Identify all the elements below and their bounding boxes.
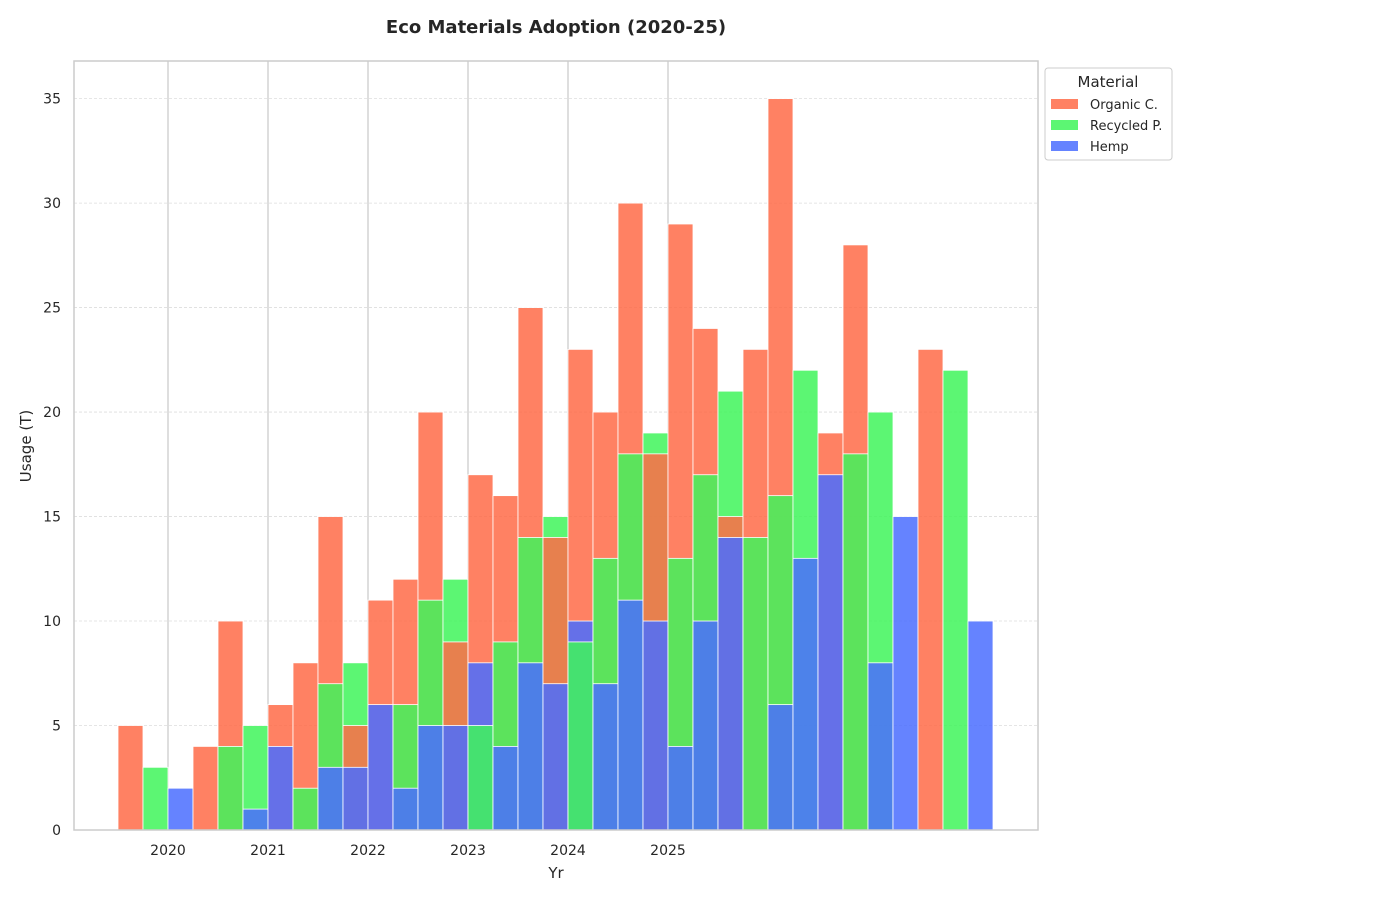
bar-hemp bbox=[717, 537, 744, 831]
bar-hemp bbox=[342, 766, 369, 831]
legend-box bbox=[1044, 67, 1173, 161]
y-tick-label: 0 bbox=[52, 823, 61, 839]
x-tick-label: 2025 bbox=[650, 843, 686, 859]
bar-hemp bbox=[417, 725, 444, 831]
bar-organic-c bbox=[117, 725, 144, 831]
y-tick-label: 25 bbox=[43, 301, 61, 317]
y-axis-ticks: 0 5 10 15 20 25 30 35 bbox=[43, 92, 61, 839]
legend: Material Organic C. Recycled P. Hemp bbox=[1044, 67, 1173, 161]
bar-hemp bbox=[167, 787, 194, 831]
bar-recycled-p bbox=[942, 369, 969, 831]
bar-organic-c bbox=[192, 746, 219, 831]
y-tick-label: 20 bbox=[43, 405, 61, 421]
bar-hemp bbox=[542, 683, 569, 831]
y-tick-label: 15 bbox=[43, 510, 61, 526]
bar-hemp bbox=[367, 704, 394, 831]
bar-hemp bbox=[242, 808, 269, 831]
y-tick-label: 10 bbox=[43, 614, 61, 630]
x-tick-label: 2020 bbox=[150, 843, 186, 859]
bar-hemp bbox=[767, 704, 794, 831]
bar-hemp bbox=[392, 787, 419, 831]
x-axis-label: Yr bbox=[547, 864, 564, 882]
x-tick-label: 2022 bbox=[350, 843, 386, 859]
y-tick-label: 30 bbox=[43, 196, 61, 212]
x-tick-label: 2024 bbox=[550, 843, 586, 859]
x-tick-label: 2023 bbox=[450, 843, 486, 859]
bar-hemp bbox=[667, 746, 694, 831]
y-axis-label: Usage (T) bbox=[17, 410, 35, 482]
bar-hemp bbox=[517, 662, 544, 831]
bar-hemp bbox=[267, 746, 294, 831]
legend-swatch bbox=[1051, 141, 1078, 151]
bar-hemp bbox=[792, 557, 819, 831]
chart-title: Eco Materials Adoption (2020-25) bbox=[386, 17, 726, 38]
x-axis-ticks: 2020 2021 2022 2023 2024 2025 bbox=[150, 843, 686, 859]
legend-title: Material bbox=[1078, 73, 1139, 91]
legend-swatch bbox=[1051, 120, 1078, 130]
y-tick-label: 35 bbox=[43, 92, 61, 108]
bar-hemp bbox=[592, 683, 619, 831]
legend-label: Hemp bbox=[1090, 140, 1129, 155]
bar-hemp bbox=[817, 474, 844, 831]
legend-swatch bbox=[1051, 99, 1078, 109]
legend-label: Organic C. bbox=[1090, 98, 1158, 113]
bar-hemp bbox=[492, 746, 519, 831]
legend-label: Recycled P. bbox=[1090, 119, 1162, 134]
bar-hemp bbox=[617, 599, 644, 831]
bar-recycled-p bbox=[292, 787, 319, 831]
bar-recycled-p bbox=[142, 766, 169, 831]
bar-recycled-p bbox=[842, 453, 869, 831]
bar-recycled-p bbox=[217, 746, 244, 831]
bar-hemp bbox=[317, 766, 344, 831]
plot-frame bbox=[73, 60, 1039, 831]
bars bbox=[117, 98, 994, 831]
bar-hemp bbox=[442, 725, 469, 831]
bar-recycled-p bbox=[567, 641, 594, 831]
bar-organic-c bbox=[917, 348, 944, 831]
bar-recycled-p bbox=[742, 537, 769, 831]
bar-hemp bbox=[692, 620, 719, 831]
y-tick-label: 5 bbox=[52, 719, 61, 735]
bar-recycled-p bbox=[467, 725, 494, 831]
x-tick-label: 2021 bbox=[250, 843, 286, 859]
bar-hemp bbox=[967, 620, 994, 831]
bar-hemp bbox=[642, 620, 669, 831]
bar-hemp bbox=[867, 662, 894, 831]
bar-hemp bbox=[892, 516, 919, 831]
